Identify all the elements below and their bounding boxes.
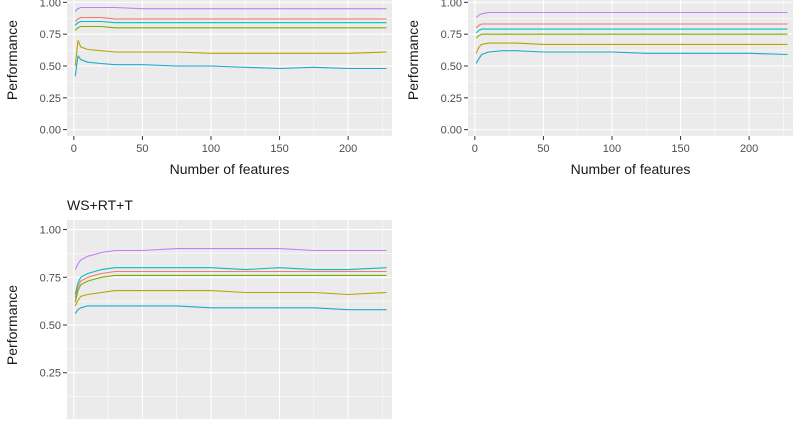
- series-group: [475, 11, 788, 64]
- series-line-2: [475, 23, 788, 29]
- series-line-4: [74, 274, 387, 303]
- x-tick-label: 50: [537, 143, 549, 155]
- x-tick-label: 0: [71, 143, 77, 155]
- series-line-2: [74, 267, 387, 295]
- series-line-4: [74, 25, 387, 31]
- x-tick-label: 200: [740, 143, 758, 155]
- series-line-1: [74, 248, 387, 270]
- x-tick-label: 150: [270, 143, 288, 155]
- y-tick-label: 0.50: [40, 320, 61, 332]
- series-line-3: [475, 28, 788, 34]
- series-line-5: [74, 290, 387, 307]
- series-line-6: [74, 305, 387, 314]
- y-tick-label: 0.25: [441, 93, 462, 105]
- y-tick-label: 0.00: [40, 125, 61, 137]
- series-line-1: [475, 11, 788, 19]
- y-tick-label: 0.50: [441, 61, 462, 73]
- panel-background: [468, 0, 793, 136]
- y-tick-label: 0.25: [40, 368, 61, 380]
- panel-background: [67, 220, 392, 424]
- chart-panel-2: 0.00 0.25 0.50 0.75 1.00 0 50 100 150 200 Number o…: [405, 0, 793, 177]
- y-axis-title: Performance: [4, 20, 20, 100]
- y-tick-label: 0.25: [40, 93, 61, 105]
- x-tick-label: 0: [472, 143, 478, 155]
- y-tick-label: 1.00: [40, 0, 61, 9]
- series-line-2: [74, 17, 387, 22]
- y-tick-label: 0.75: [40, 29, 61, 41]
- series-line-4: [475, 33, 788, 39]
- y-tick-label: 1.00: [40, 225, 61, 237]
- series-line-3: [74, 20, 387, 26]
- y-tick-label: 0.50: [40, 61, 61, 73]
- chart-panel-3: 0.25 0.50 0.75 1.00 Performance WS+RT+T: [4, 197, 392, 424]
- x-axis-title: Number of features: [170, 161, 290, 177]
- series-line-5: [475, 42, 788, 54]
- y-axis-title: Performance: [4, 285, 20, 365]
- series-line-1: [74, 6, 387, 12]
- x-axis-title: Number of features: [571, 161, 691, 177]
- x-tick-label: 50: [136, 143, 148, 155]
- x-tick-label: 200: [339, 143, 357, 155]
- y-tick-label: 1.00: [441, 0, 462, 9]
- y-tick-label: 0.75: [441, 29, 462, 41]
- chart-panel-1: 0.00 0.25 0.50 0.75 1.00 0 50 100 150 200 Number o…: [4, 0, 392, 177]
- series-line-3: [74, 270, 387, 299]
- series-group: [74, 6, 387, 77]
- x-tick-label: 100: [603, 143, 621, 155]
- chart-title: WS+RT+T: [67, 197, 133, 213]
- x-tick-label: 150: [671, 143, 689, 155]
- x-tick-label: 100: [202, 143, 220, 155]
- series-group: [74, 248, 387, 314]
- y-axis-title: Performance: [405, 20, 421, 100]
- y-tick-label: 0.00: [441, 125, 462, 137]
- series-line-5: [74, 39, 387, 67]
- series-line-6: [74, 55, 387, 77]
- series-line-6: [475, 50, 788, 64]
- y-tick-label: 0.75: [40, 272, 61, 284]
